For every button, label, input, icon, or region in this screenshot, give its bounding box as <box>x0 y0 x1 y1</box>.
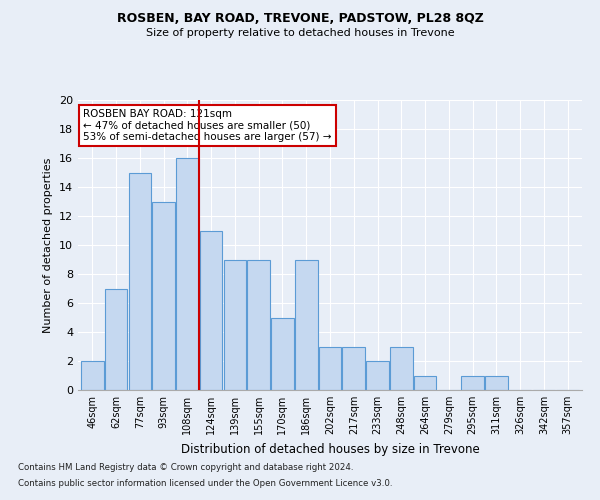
Bar <box>319 346 341 390</box>
Bar <box>485 376 508 390</box>
Bar <box>414 376 436 390</box>
Bar <box>176 158 199 390</box>
Text: ROSBEN, BAY ROAD, TREVONE, PADSTOW, PL28 8QZ: ROSBEN, BAY ROAD, TREVONE, PADSTOW, PL28… <box>116 12 484 26</box>
Bar <box>271 318 294 390</box>
Bar <box>247 260 270 390</box>
Text: ROSBEN BAY ROAD: 121sqm
← 47% of detached houses are smaller (50)
53% of semi-de: ROSBEN BAY ROAD: 121sqm ← 47% of detache… <box>83 108 332 142</box>
Bar <box>343 346 365 390</box>
Text: Contains public sector information licensed under the Open Government Licence v3: Contains public sector information licen… <box>18 478 392 488</box>
Bar <box>295 260 317 390</box>
Bar <box>366 361 389 390</box>
Bar <box>152 202 175 390</box>
Bar <box>461 376 484 390</box>
Y-axis label: Number of detached properties: Number of detached properties <box>43 158 53 332</box>
Bar <box>105 288 127 390</box>
Bar <box>81 361 104 390</box>
Bar <box>200 230 223 390</box>
Bar <box>224 260 246 390</box>
Bar <box>128 172 151 390</box>
X-axis label: Distribution of detached houses by size in Trevone: Distribution of detached houses by size … <box>181 442 479 456</box>
Bar <box>390 346 413 390</box>
Text: Contains HM Land Registry data © Crown copyright and database right 2024.: Contains HM Land Registry data © Crown c… <box>18 464 353 472</box>
Text: Size of property relative to detached houses in Trevone: Size of property relative to detached ho… <box>146 28 454 38</box>
